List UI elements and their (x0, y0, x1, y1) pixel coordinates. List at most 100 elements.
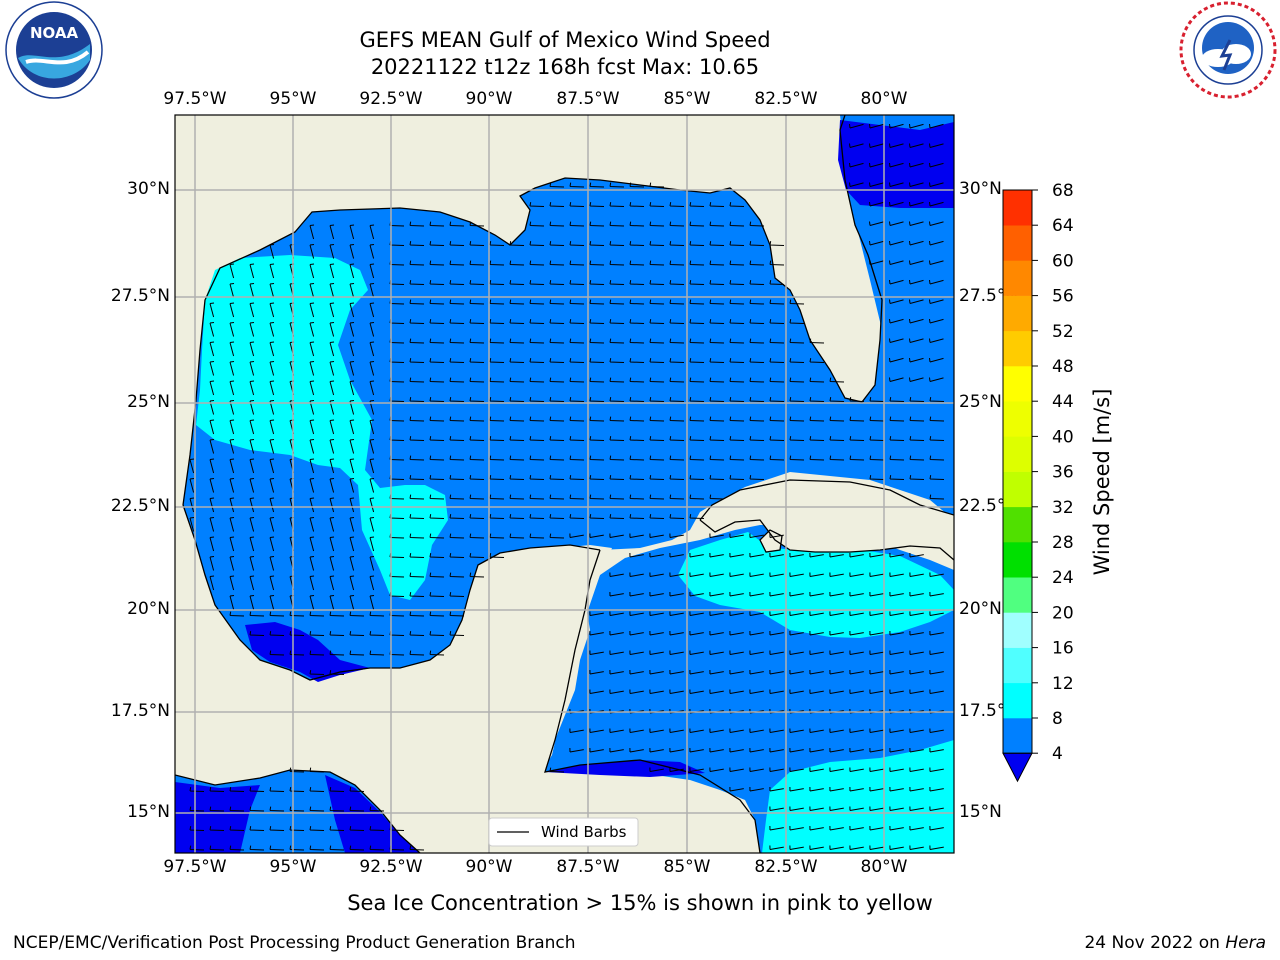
wind-barb (409, 338, 425, 344)
wind-barb (689, 221, 705, 227)
wind-barb (749, 591, 764, 597)
wind-barb (529, 397, 545, 402)
wind-barb (349, 536, 355, 552)
wind-barb (789, 299, 805, 305)
wind-barb (909, 552, 924, 558)
wind-barb (689, 358, 705, 363)
wind-barb (509, 260, 525, 266)
wind-barb (909, 338, 924, 343)
wind-barb (409, 358, 425, 363)
wind-barb (209, 497, 215, 513)
wind-barb (449, 553, 465, 558)
wind-barb (809, 338, 825, 344)
wind-barb (529, 358, 545, 363)
wind-barb (829, 630, 844, 636)
wind-barb (669, 377, 685, 383)
wind-barb (789, 436, 805, 441)
wind-barb (229, 380, 235, 396)
wind-barb (249, 806, 265, 812)
wind-barb (409, 553, 425, 558)
wind-barb (769, 319, 785, 324)
wind-barb (929, 436, 945, 441)
lon-label-bottom: 92.5°W (359, 857, 423, 877)
wind-barb (909, 806, 924, 811)
wind-barb (249, 536, 255, 552)
wind-barb (909, 630, 924, 636)
wind-barb (649, 689, 664, 694)
colorbar-bins (1002, 189, 1033, 783)
wind-barb (749, 572, 764, 577)
wind-barb (309, 611, 325, 617)
wind-barb (809, 358, 825, 363)
wind-barb (629, 338, 645, 344)
wind-barb (469, 514, 485, 519)
wind-barb (909, 182, 924, 187)
wind-barb (329, 575, 335, 591)
wind-barb (649, 669, 664, 675)
wind-barb (549, 299, 565, 305)
wind-barb (909, 436, 925, 441)
wind-barb (529, 475, 545, 480)
wind-barb (729, 475, 745, 480)
wind-barb (209, 361, 215, 376)
wind-barb (829, 728, 844, 733)
wind-barb (629, 202, 645, 207)
wind-barb (189, 497, 195, 513)
wind-barb (789, 689, 804, 694)
wind-barb (349, 439, 355, 454)
wind-barb (629, 416, 645, 422)
wind-barb (509, 358, 525, 363)
wind-barb (569, 260, 585, 266)
wind-barb (569, 494, 585, 500)
wind-barb (749, 630, 764, 636)
wind-barb (249, 263, 255, 279)
wind-barb (589, 669, 604, 675)
wind-barb (909, 786, 924, 792)
wind-barb (369, 611, 385, 617)
wind-barb (569, 475, 585, 480)
wind-barb (769, 689, 784, 694)
wind-barb (709, 728, 724, 733)
wind-barb (329, 631, 345, 636)
colorbar-tick-label: 36 (1052, 463, 1074, 483)
lat-label-right: 20°N (959, 599, 1002, 619)
colorbar-tick-label: 12 (1052, 674, 1074, 694)
wind-barb (889, 825, 904, 831)
wind-barb (369, 458, 375, 474)
wind-barb (449, 572, 465, 578)
wind-barb (409, 514, 425, 519)
colorbar-tick-label: 4 (1052, 744, 1063, 764)
wind-barb (689, 514, 705, 519)
noaa-logo-text: NOAA (30, 24, 79, 42)
wind-barb (869, 552, 884, 558)
colorbar-tick-label: 28 (1052, 533, 1074, 553)
wind-barb (809, 806, 824, 811)
wind-barb (909, 377, 924, 382)
wind-barb (869, 669, 884, 675)
wind-barb (689, 611, 704, 616)
wind-barb (409, 416, 425, 422)
wind-barb (249, 302, 255, 318)
wind-barb (529, 436, 545, 441)
wind-barb (489, 358, 505, 363)
wind-barb (869, 786, 884, 792)
wind-barb (889, 260, 904, 265)
wind-barb (249, 283, 255, 298)
wind-barb (269, 439, 275, 454)
wind-barb (929, 182, 944, 187)
wind-barb (489, 397, 505, 402)
coastlines (175, 115, 954, 853)
wind-barb (909, 475, 925, 480)
wind-barb (589, 514, 605, 519)
wind-barb (589, 416, 605, 422)
wind-barb (589, 650, 604, 655)
wind-barb (609, 514, 625, 519)
wind-barb (609, 319, 625, 324)
wind-barb (909, 201, 924, 207)
wind-barb (509, 299, 525, 305)
wind-barb (249, 419, 255, 435)
wind-barb (929, 260, 944, 265)
wind-barb (209, 556, 215, 571)
wind-barb (329, 341, 335, 357)
wind-barb (489, 241, 505, 246)
